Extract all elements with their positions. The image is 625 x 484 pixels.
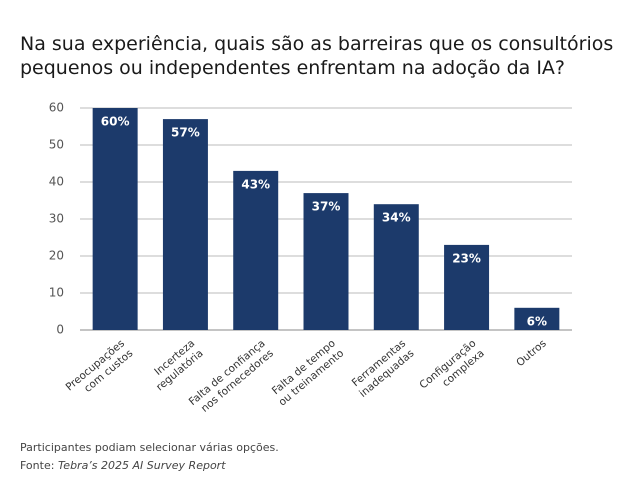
x-tick-label: Falta de tempoou treinamento [268, 337, 346, 408]
x-tick-label: Preocupaçõescom custos [64, 337, 136, 403]
x-tick-group: Preocupaçõescom custos [64, 337, 136, 403]
x-tick-label: Incertezaregulatória [146, 337, 206, 393]
value-label: 57% [171, 126, 200, 140]
x-tick-label: Ferramentasinadequadas [349, 337, 417, 400]
y-tick-label: 40 [49, 175, 64, 189]
x-tick-group: Falta de confiançanos fornecedores [187, 337, 276, 418]
y-tick-label: 10 [49, 286, 64, 300]
source: Fonte: Tebra’s 2025 AI Survey Report [20, 459, 226, 472]
value-label: 6% [527, 314, 547, 328]
bar [162, 119, 208, 330]
bar [233, 170, 279, 330]
note: Participantes podiam selecionar várias o… [20, 441, 279, 454]
y-tick-label: 60 [49, 101, 64, 115]
x-tick-group: Configuraçãocomplexa [417, 337, 486, 401]
x-tick-label: Outros [514, 337, 549, 369]
y-tick-label: 0 [56, 323, 64, 337]
y-tick-label: 50 [49, 138, 64, 152]
source-label: Fonte: [20, 459, 54, 472]
x-tick-group: Incertezaregulatória [146, 337, 206, 393]
x-tick-group: Ferramentasinadequadas [349, 337, 417, 400]
x-tick-label: Falta de confiançanos fornecedores [187, 337, 276, 418]
bar [303, 193, 349, 330]
bar [373, 204, 419, 330]
chart-title: pequenos ou independentes enfrentam na a… [20, 57, 565, 79]
x-tick-group: Outros [514, 337, 549, 369]
x-tick-label: Configuraçãocomplexa [417, 337, 486, 401]
x-tick-group: Falta de tempoou treinamento [268, 337, 346, 408]
y-tick-label: 20 [49, 249, 64, 263]
source-text: Tebra’s 2025 AI Survey Report [58, 459, 226, 472]
chart-title: Na sua experiência, quais são as barreir… [20, 33, 613, 55]
value-label: 23% [452, 251, 481, 265]
bar [444, 244, 490, 330]
y-tick-label: 30 [49, 212, 64, 226]
value-label: 34% [382, 211, 411, 225]
value-label: 37% [312, 200, 341, 214]
value-label: 60% [101, 115, 130, 129]
bar [92, 108, 138, 330]
value-label: 43% [241, 177, 270, 191]
bar [514, 307, 560, 330]
